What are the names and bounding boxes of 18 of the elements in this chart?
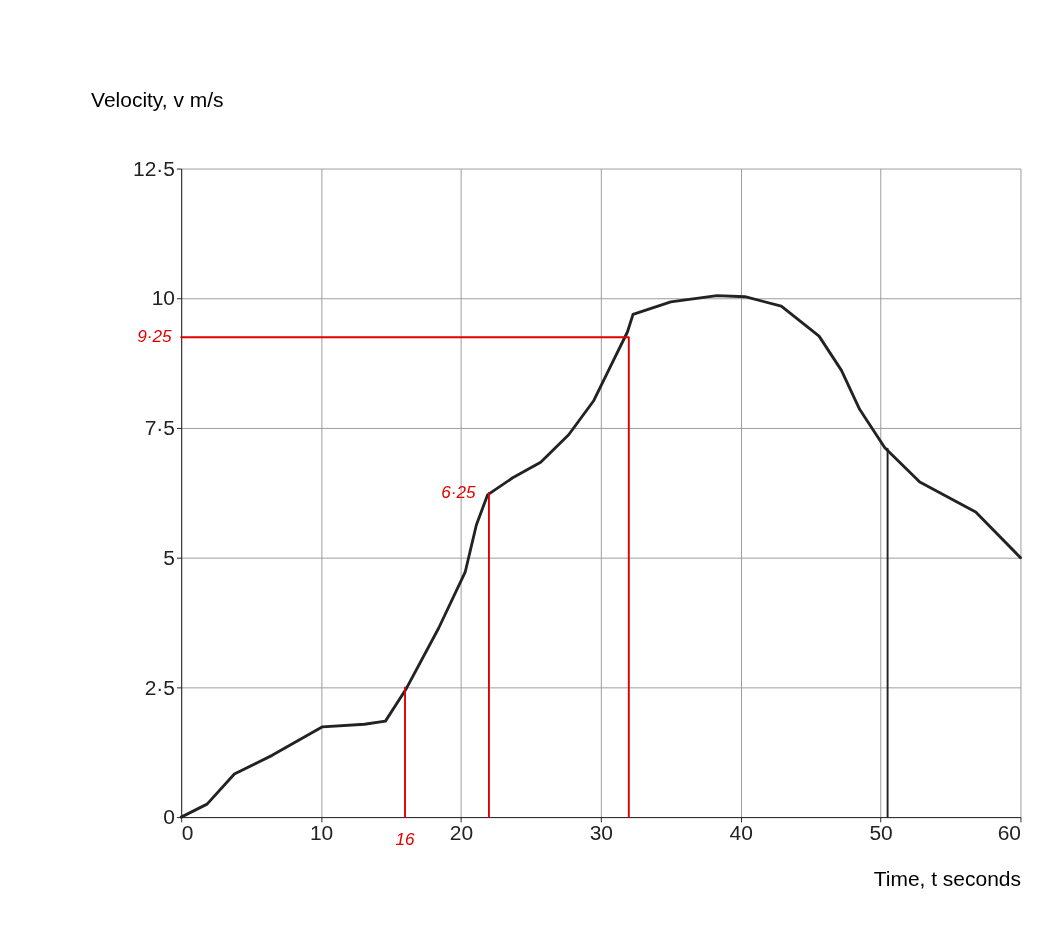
y-tick-label: 0 [163, 805, 176, 829]
x-tick-label: 40 [729, 821, 753, 845]
x-tick-label: 60 [997, 821, 1021, 845]
x-tick-label: 50 [869, 821, 893, 845]
x-tick-label: 10 [309, 821, 334, 845]
y-tick-label: 12·5 [133, 156, 176, 180]
y-tick-label: 2·5 [144, 675, 176, 699]
y-tick-label: 7·5 [144, 416, 176, 440]
x-tick-label: 30 [589, 821, 613, 845]
y-tick-label: 5 [163, 545, 176, 569]
y-axis-title: Velocity, v m/s [91, 88, 224, 112]
x-tick-label: 20 [449, 821, 474, 845]
annotation: 9·25 [137, 325, 173, 346]
x-axis-title: Time, t seconds [873, 867, 1021, 891]
x-tick-label: 0 [181, 821, 194, 845]
annotation: 16 [395, 828, 416, 849]
y-tick-label: 10 [151, 286, 176, 310]
annotation: 6·25 [441, 481, 477, 502]
